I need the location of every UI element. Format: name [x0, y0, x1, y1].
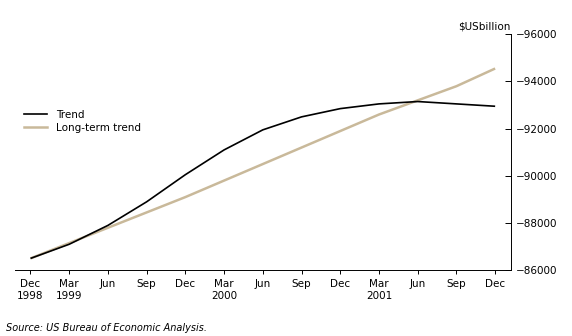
Legend: Trend, Long-term trend: Trend, Long-term trend [20, 106, 145, 137]
Text: $USbillion: $USbillion [458, 22, 511, 32]
Text: Source: US Bureau of Economic Analysis.: Source: US Bureau of Economic Analysis. [6, 323, 206, 333]
